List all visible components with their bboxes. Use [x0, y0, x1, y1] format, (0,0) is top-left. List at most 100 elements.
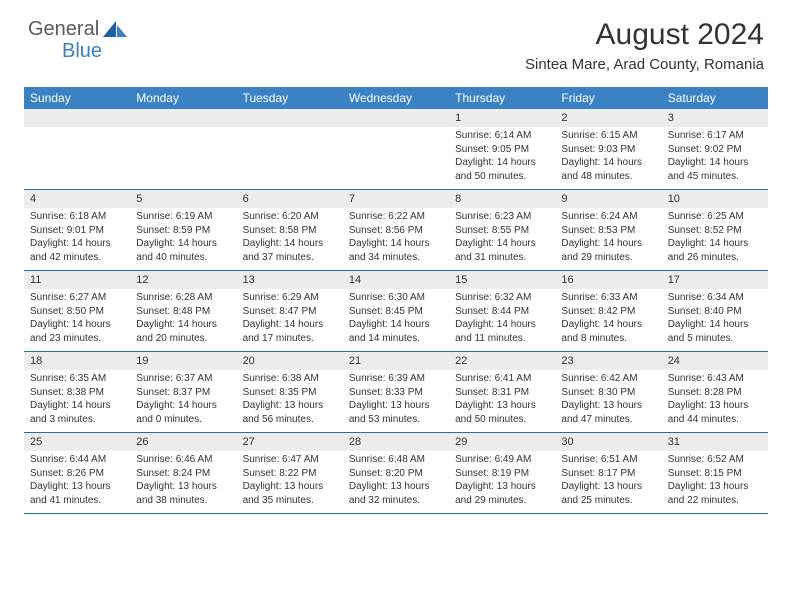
day-detail-cell: Sunrise: 6:47 AMSunset: 8:22 PMDaylight:…: [237, 451, 343, 514]
sunrise-text: Sunrise: 6:49 AM: [455, 453, 549, 467]
day-detail-cell: Sunrise: 6:42 AMSunset: 8:30 PMDaylight:…: [555, 370, 661, 433]
day-number-cell: 11: [24, 271, 130, 290]
daylight-text: and 31 minutes.: [455, 251, 549, 265]
daylight-text: Daylight: 13 hours: [668, 399, 762, 413]
day-detail-row: Sunrise: 6:44 AMSunset: 8:26 PMDaylight:…: [24, 451, 768, 514]
daylight-text: Daylight: 14 hours: [455, 318, 549, 332]
weekday-header: Thursday: [449, 87, 555, 109]
daylight-text: and 26 minutes.: [668, 251, 762, 265]
day-detail-cell: Sunrise: 6:35 AMSunset: 8:38 PMDaylight:…: [24, 370, 130, 433]
daylight-text: Daylight: 14 hours: [30, 399, 124, 413]
sunset-text: Sunset: 8:48 PM: [136, 305, 230, 319]
daylight-text: and 0 minutes.: [136, 413, 230, 427]
sunset-text: Sunset: 8:31 PM: [455, 386, 549, 400]
sunrise-text: Sunrise: 6:47 AM: [243, 453, 337, 467]
daylight-text: Daylight: 13 hours: [349, 399, 443, 413]
day-detail-cell: Sunrise: 6:48 AMSunset: 8:20 PMDaylight:…: [343, 451, 449, 514]
sunset-text: Sunset: 8:44 PM: [455, 305, 549, 319]
weekday-header: Saturday: [662, 87, 768, 109]
sunset-text: Sunset: 8:53 PM: [561, 224, 655, 238]
sunset-text: Sunset: 8:38 PM: [30, 386, 124, 400]
day-detail-cell: Sunrise: 6:14 AMSunset: 9:05 PMDaylight:…: [449, 127, 555, 190]
day-detail-cell: Sunrise: 6:24 AMSunset: 8:53 PMDaylight:…: [555, 208, 661, 271]
sunrise-text: Sunrise: 6:14 AM: [455, 129, 549, 143]
daylight-text: and 48 minutes.: [561, 170, 655, 184]
daylight-text: Daylight: 13 hours: [561, 480, 655, 494]
weekday-header: Sunday: [24, 87, 130, 109]
sunset-text: Sunset: 9:02 PM: [668, 143, 762, 157]
sunset-text: Sunset: 8:30 PM: [561, 386, 655, 400]
sunset-text: Sunset: 8:35 PM: [243, 386, 337, 400]
day-detail-cell: Sunrise: 6:34 AMSunset: 8:40 PMDaylight:…: [662, 289, 768, 352]
day-number-cell: 17: [662, 271, 768, 290]
sunrise-text: Sunrise: 6:22 AM: [349, 210, 443, 224]
daylight-text: and 29 minutes.: [561, 251, 655, 265]
daylight-text: Daylight: 14 hours: [136, 399, 230, 413]
sunset-text: Sunset: 8:22 PM: [243, 467, 337, 481]
sunset-text: Sunset: 8:19 PM: [455, 467, 549, 481]
day-detail-cell: Sunrise: 6:32 AMSunset: 8:44 PMDaylight:…: [449, 289, 555, 352]
daylight-text: Daylight: 13 hours: [455, 480, 549, 494]
daylight-text: and 29 minutes.: [455, 494, 549, 508]
sunset-text: Sunset: 8:24 PM: [136, 467, 230, 481]
day-number-cell: 29: [449, 433, 555, 452]
sunset-text: Sunset: 9:01 PM: [30, 224, 124, 238]
daylight-text: and 11 minutes.: [455, 332, 549, 346]
sunrise-text: Sunrise: 6:39 AM: [349, 372, 443, 386]
daylight-text: Daylight: 14 hours: [668, 156, 762, 170]
day-detail-cell: Sunrise: 6:39 AMSunset: 8:33 PMDaylight:…: [343, 370, 449, 433]
calendar-table: Sunday Monday Tuesday Wednesday Thursday…: [24, 87, 768, 514]
day-detail-cell: Sunrise: 6:15 AMSunset: 9:03 PMDaylight:…: [555, 127, 661, 190]
day-number-cell: [343, 109, 449, 127]
day-detail-cell: Sunrise: 6:19 AMSunset: 8:59 PMDaylight:…: [130, 208, 236, 271]
sunset-text: Sunset: 9:05 PM: [455, 143, 549, 157]
sunset-text: Sunset: 8:56 PM: [349, 224, 443, 238]
daylight-text: Daylight: 14 hours: [243, 237, 337, 251]
sunset-text: Sunset: 8:47 PM: [243, 305, 337, 319]
day-number-row: 18192021222324: [24, 352, 768, 371]
day-number-row: 123: [24, 109, 768, 127]
day-detail-row: Sunrise: 6:27 AMSunset: 8:50 PMDaylight:…: [24, 289, 768, 352]
daylight-text: and 56 minutes.: [243, 413, 337, 427]
day-number-row: 11121314151617: [24, 271, 768, 290]
daylight-text: and 20 minutes.: [136, 332, 230, 346]
sunset-text: Sunset: 8:50 PM: [30, 305, 124, 319]
sunrise-text: Sunrise: 6:30 AM: [349, 291, 443, 305]
day-number-cell: 10: [662, 190, 768, 209]
sunset-text: Sunset: 8:58 PM: [243, 224, 337, 238]
day-number-cell: 13: [237, 271, 343, 290]
calendar-body: 123Sunrise: 6:14 AMSunset: 9:05 PMDaylig…: [24, 109, 768, 514]
day-number-cell: 2: [555, 109, 661, 127]
day-number-cell: 18: [24, 352, 130, 371]
day-detail-cell: Sunrise: 6:51 AMSunset: 8:17 PMDaylight:…: [555, 451, 661, 514]
daylight-text: Daylight: 14 hours: [136, 237, 230, 251]
day-detail-cell: Sunrise: 6:28 AMSunset: 8:48 PMDaylight:…: [130, 289, 236, 352]
day-detail-cell: Sunrise: 6:29 AMSunset: 8:47 PMDaylight:…: [237, 289, 343, 352]
sunrise-text: Sunrise: 6:28 AM: [136, 291, 230, 305]
day-detail-cell: Sunrise: 6:37 AMSunset: 8:37 PMDaylight:…: [130, 370, 236, 433]
day-number-cell: 12: [130, 271, 236, 290]
daylight-text: Daylight: 13 hours: [455, 399, 549, 413]
daylight-text: and 50 minutes.: [455, 170, 549, 184]
daylight-text: Daylight: 14 hours: [561, 237, 655, 251]
day-number-cell: 8: [449, 190, 555, 209]
day-number-cell: 22: [449, 352, 555, 371]
daylight-text: and 3 minutes.: [30, 413, 124, 427]
daylight-text: Daylight: 13 hours: [136, 480, 230, 494]
day-number-cell: 1: [449, 109, 555, 127]
daylight-text: and 53 minutes.: [349, 413, 443, 427]
day-number-cell: 26: [130, 433, 236, 452]
sunrise-text: Sunrise: 6:19 AM: [136, 210, 230, 224]
sunset-text: Sunset: 8:55 PM: [455, 224, 549, 238]
daylight-text: Daylight: 13 hours: [561, 399, 655, 413]
sunrise-text: Sunrise: 6:44 AM: [30, 453, 124, 467]
day-detail-cell: Sunrise: 6:17 AMSunset: 9:02 PMDaylight:…: [662, 127, 768, 190]
weekday-header: Tuesday: [237, 87, 343, 109]
sunset-text: Sunset: 9:03 PM: [561, 143, 655, 157]
sunset-text: Sunset: 8:17 PM: [561, 467, 655, 481]
sunrise-text: Sunrise: 6:51 AM: [561, 453, 655, 467]
sunrise-text: Sunrise: 6:35 AM: [30, 372, 124, 386]
daylight-text: and 38 minutes.: [136, 494, 230, 508]
sunrise-text: Sunrise: 6:20 AM: [243, 210, 337, 224]
sunset-text: Sunset: 8:52 PM: [668, 224, 762, 238]
